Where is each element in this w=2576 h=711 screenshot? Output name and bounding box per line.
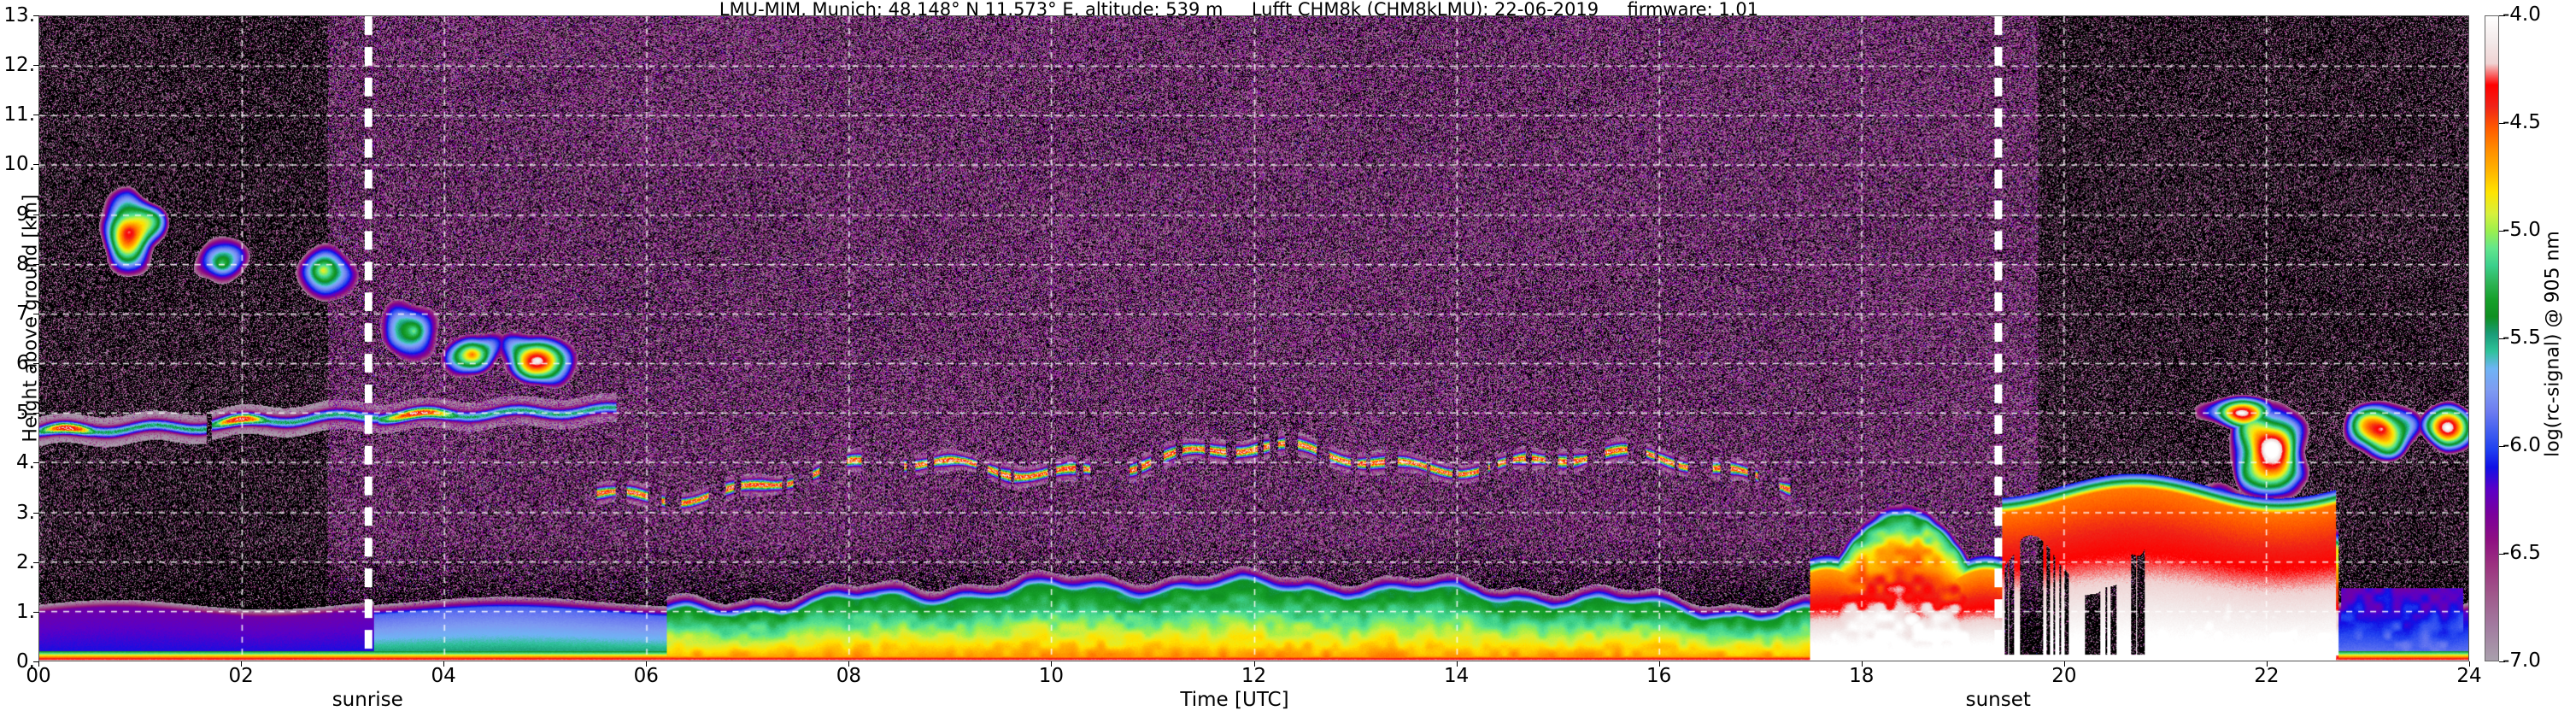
y-axis-tick-label: 12.: [3, 54, 35, 77]
x-axis-tick-label: 00: [26, 665, 51, 687]
y-axis-tick-mark: [33, 661, 39, 662]
y-axis-label: Height above ground [km]: [20, 194, 42, 443]
sunset-annotation: sunset: [1965, 689, 2031, 711]
y-axis-tick-label: 11.: [3, 103, 35, 126]
x-axis-tick-mark: [2469, 661, 2470, 667]
y-axis-tick-mark: [33, 263, 39, 265]
y-axis-tick-mark: [33, 512, 39, 514]
colorbar-tick-mark: [2499, 231, 2505, 232]
colorbar-tick-mark: [2499, 15, 2505, 16]
y-axis-tick-label: 8.: [16, 252, 35, 275]
y-axis-tick-label: 2.: [16, 550, 35, 573]
y-axis-tick-mark: [33, 214, 39, 215]
backscatter-heatmap-panel: [38, 15, 2469, 661]
y-axis-tick-label: 10.: [3, 153, 35, 176]
colorbar-tick-label: -5.5: [2503, 326, 2541, 349]
x-axis-tick-mark: [1051, 661, 1053, 667]
y-axis-tick-label: 9.: [16, 203, 35, 226]
colorbar-tick-label: -4.0: [2503, 3, 2541, 26]
x-axis-tick-label: 14: [1443, 665, 1470, 687]
x-axis-tick-label: 12: [1241, 665, 1267, 687]
y-axis-tick-mark: [33, 363, 39, 365]
x-axis-tick-label: 10: [1038, 665, 1065, 687]
colorbar-tick-mark: [2499, 554, 2505, 555]
x-axis-tick-mark: [2063, 661, 2065, 667]
x-axis-tick-label: 04: [431, 665, 456, 687]
sunrise-annotation: sunrise: [332, 689, 403, 711]
y-axis-tick-mark: [33, 65, 39, 67]
x-axis-tick-label: 18: [1849, 665, 1875, 687]
colorbar-tick-mark: [2499, 123, 2505, 124]
x-axis-tick-mark: [1456, 661, 1458, 667]
colorbar-label: log(rc-signal) @ 905 nm: [2542, 231, 2564, 457]
y-axis-tick-label: 4.: [16, 451, 35, 474]
y-axis-tick-label: 7.: [16, 302, 35, 325]
y-axis-tick-label: 13.: [3, 4, 35, 26]
figure-title: LMU-MIM, Munich; 48.148° N 11.573° E, al…: [719, 0, 1759, 20]
colorbar-tick-mark: [2499, 338, 2505, 339]
x-axis-tick-label: 02: [228, 665, 254, 687]
y-axis-tick-mark: [33, 164, 39, 166]
x-axis-tick-label: 24: [2456, 665, 2482, 687]
heatmap-canvas: [39, 16, 2468, 661]
y-axis-tick-label: 3.: [16, 501, 35, 524]
y-axis-tick-label: 6.: [16, 352, 35, 375]
x-axis-tick-label: 22: [2254, 665, 2280, 687]
colorbar-tick-label: -4.5: [2503, 111, 2541, 133]
x-axis-tick-mark: [2266, 661, 2268, 667]
y-axis-tick-label: 0.: [16, 650, 35, 673]
colorbar-tick-label: -6.0: [2503, 434, 2541, 456]
x-axis-tick-label: 06: [633, 665, 659, 687]
colorbar-tick-mark: [2499, 446, 2505, 447]
colorbar-tick-label: -6.5: [2503, 542, 2541, 564]
x-axis-tick-mark: [646, 661, 648, 667]
x-axis-tick-mark: [38, 661, 39, 667]
x-axis-tick-mark: [1658, 661, 1660, 667]
x-axis-tick-mark: [241, 661, 243, 667]
y-axis-tick-mark: [33, 561, 39, 563]
y-axis-tick-mark: [33, 462, 39, 464]
x-axis-tick-label: 08: [836, 665, 861, 687]
x-axis-tick-mark: [443, 661, 445, 667]
colorbar-gradient: [2485, 16, 2498, 661]
y-axis-tick-mark: [33, 413, 39, 414]
x-axis-tick-mark: [848, 661, 850, 667]
colorbar-tick-label: -7.0: [2503, 649, 2541, 672]
y-axis-tick-label: 5.: [16, 402, 35, 425]
x-axis-tick-label: 20: [2051, 665, 2077, 687]
y-axis-tick-mark: [33, 611, 39, 613]
colorbar: [2485, 15, 2499, 661]
y-axis-tick-mark: [33, 15, 39, 16]
x-axis-tick-mark: [1253, 661, 1255, 667]
y-axis-tick-label: 1.: [16, 600, 35, 623]
x-axis-tick-label: 16: [1646, 665, 1672, 687]
x-axis-tick-mark: [1861, 661, 1863, 667]
colorbar-tick-mark: [2499, 661, 2505, 662]
colorbar-tick-label: -5.0: [2503, 219, 2541, 241]
